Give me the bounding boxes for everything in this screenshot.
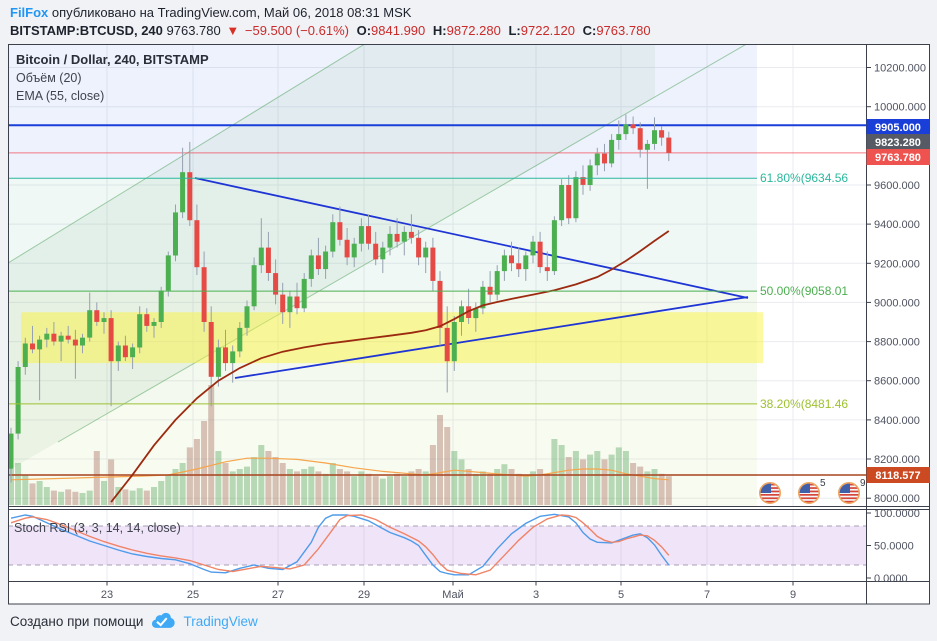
svg-text:5: 5: [618, 589, 624, 601]
svg-text:3: 3: [533, 589, 539, 601]
svg-text:7: 7: [704, 589, 710, 601]
price-change: −59.500 (−0.61%): [244, 23, 349, 38]
open-label: O:: [356, 23, 372, 38]
triangle-trendlines[interactable]: [194, 177, 749, 379]
publish-info: опубликовано на TradingView.com, Май 06,…: [51, 5, 412, 20]
svg-text:9823.280: 9823.280: [875, 137, 921, 149]
price-badge: 9823.280: [866, 134, 930, 150]
low-label: L:: [508, 23, 521, 38]
svg-text:0.0000: 0.0000: [874, 573, 908, 585]
price-badge: 9905.000: [866, 119, 930, 135]
svg-text:9400.000: 9400.000: [874, 219, 920, 231]
close-label: C:: [582, 23, 597, 38]
legend-ema[interactable]: EMA (55, close): [16, 89, 105, 103]
time-axis[interactable]: 23 25 27 29 Май 3 5 7 9: [101, 581, 796, 602]
svg-text:9905.000: 9905.000: [875, 122, 921, 134]
fib-levels[interactable]: 61.80%(9634.56 50.00%(9058.01 38.20%(8481.…: [8, 171, 848, 411]
svg-text:50.00%(9058.01: 50.00%(9058.01: [760, 284, 848, 298]
svg-text:8200.000: 8200.000: [874, 454, 920, 466]
legend-volume[interactable]: Объём (20): [16, 71, 82, 85]
price-badge: 8118.577: [866, 467, 930, 483]
svg-text:Май: Май: [442, 589, 464, 601]
low-value: 9722.120: [520, 23, 575, 38]
down-arrow-icon: ▼: [226, 23, 240, 38]
svg-text:8000.000: 8000.000: [874, 493, 920, 505]
stoch-rsi-legend[interactable]: Stoch RSI (3, 3, 14, 14, close): [14, 521, 181, 535]
high-label: H:: [432, 23, 447, 38]
svg-text:9: 9: [790, 589, 796, 601]
volume-ma-line: [10, 457, 669, 481]
idea-marker: [760, 483, 780, 503]
price-axis[interactable]: 10200.000 10000.000 9600.000 9400.000 9200.0…: [866, 63, 931, 586]
svg-text:9000.000: 9000.000: [874, 297, 920, 309]
grid: [8, 45, 866, 581]
svg-text:23: 23: [101, 589, 113, 601]
svg-text:9200.000: 9200.000: [874, 258, 920, 270]
publish-header: FilFox опубликовано на TradingView.com, …: [10, 5, 411, 20]
svg-text:10000.000: 10000.000: [874, 102, 926, 114]
pane-frame: [8, 44, 930, 605]
footer-credit: Создано при помощи TradingView: [10, 610, 258, 632]
last-price: 9763.780: [166, 23, 221, 38]
symbol-label[interactable]: BITSTAMP:BTCUSD, 240: [10, 23, 163, 38]
ema-line[interactable]: [110, 230, 670, 503]
stoch-d-line: [10, 514, 670, 576]
svg-text:8600.000: 8600.000: [874, 376, 920, 388]
high-value: 9872.280: [446, 23, 501, 38]
chart-legend: Bitcoin / Dollar, 240, BITSTAMP Объём (2…: [16, 51, 209, 105]
idea-count: 9: [860, 478, 866, 489]
svg-text:10200.000: 10200.000: [874, 63, 926, 75]
svg-text:8118.577: 8118.577: [875, 470, 920, 482]
tradingview-logo-icon[interactable]: [150, 610, 176, 632]
stoch-rsi-pane[interactable]: [8, 513, 866, 576]
svg-text:38.20%(8481.46: 38.20%(8481.46: [760, 397, 848, 411]
svg-text:61.80%(9634.56: 61.80%(9634.56: [760, 171, 848, 185]
svg-text:50.0000: 50.0000: [874, 541, 914, 553]
svg-text:25: 25: [187, 589, 199, 601]
volume-bars: [9, 385, 672, 505]
legend-title[interactable]: Bitcoin / Dollar, 240, BITSTAMP: [16, 52, 209, 67]
svg-text:8400.000: 8400.000: [874, 415, 920, 427]
close-value: 9763.780: [596, 23, 651, 38]
svg-text:29: 29: [358, 589, 370, 601]
idea-count: 5: [820, 478, 826, 489]
tradingview-brand-link[interactable]: TradingView: [183, 613, 258, 629]
svg-text:8800.000: 8800.000: [874, 337, 920, 349]
price-badge: 9763.780: [866, 149, 930, 165]
svg-text:100.0000: 100.0000: [874, 508, 920, 520]
svg-text:9600.000: 9600.000: [874, 180, 920, 192]
author-link[interactable]: FilFox: [10, 5, 49, 20]
symbol-ohlc-bar: BITSTAMP:BTCUSD, 240 9763.780 ▼ −59.500 …: [10, 23, 651, 38]
idea-marker: [799, 483, 819, 503]
idea-marker: [839, 483, 859, 503]
open-value: 9841.990: [371, 23, 426, 38]
stoch-k-line: [10, 513, 670, 576]
svg-text:27: 27: [272, 589, 284, 601]
svg-text:9763.780: 9763.780: [875, 152, 921, 164]
credit-text: Создано при помощи: [10, 613, 144, 629]
